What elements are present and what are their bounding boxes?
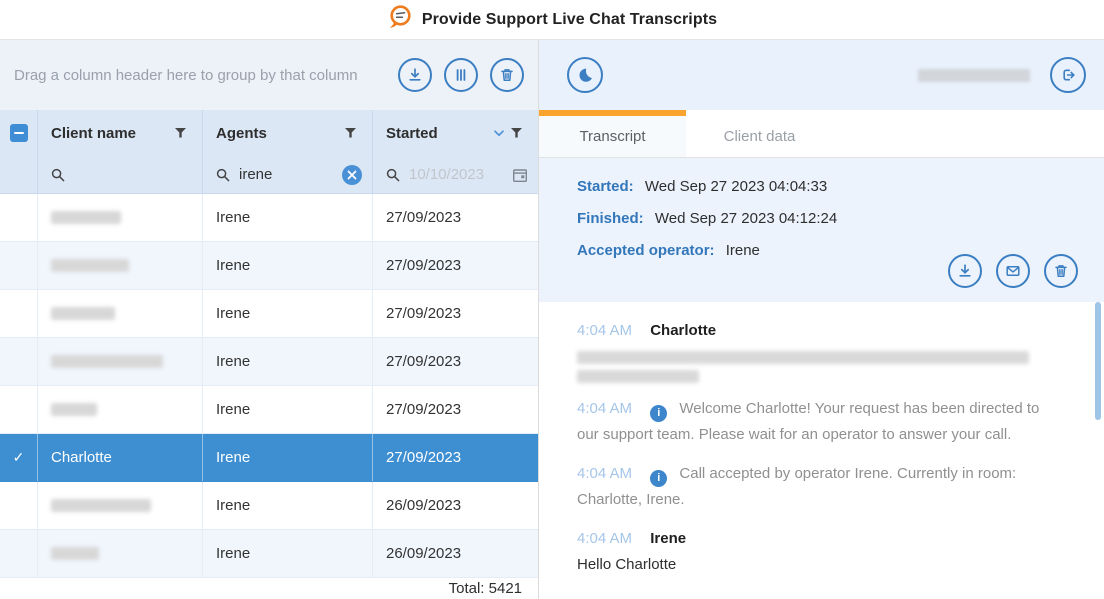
redacted-username — [918, 68, 1030, 82]
started-label: Started: — [577, 178, 634, 195]
table-row[interactable]: Irene 27/09/2023 — [0, 194, 538, 242]
column-header-client-name[interactable]: Client name — [37, 110, 202, 156]
finished-value: Wed Sep 27 2023 04:12:24 — [654, 210, 838, 227]
info-icon: i — [650, 404, 668, 422]
provide-support-logo-icon — [387, 4, 413, 35]
accepted-operator-value: Irene — [725, 242, 760, 259]
delete-button[interactable] — [490, 58, 524, 92]
trash-icon — [1055, 265, 1067, 277]
started-value: Wed Sep 27 2023 04:04:33 — [644, 178, 828, 195]
finished-label: Finished: — [577, 210, 644, 227]
total-count: Total: 5421 — [448, 580, 522, 597]
message-time: 4:04 AM — [577, 322, 633, 339]
transcripts-grid: Drag a column header here to group by th… — [0, 40, 539, 599]
calendar-picker-button[interactable] — [512, 167, 528, 183]
row-selected-check-icon: ✓ — [12, 449, 25, 465]
system-message: 4:04 AM i Welcome Charlotte! Your reques… — [577, 396, 1040, 448]
column-chooser-button[interactable] — [444, 58, 478, 92]
table-row[interactable]: Irene 27/09/2023 — [0, 386, 538, 434]
redacted-client-name — [51, 403, 97, 416]
accepted-operator-label: Accepted operator: — [577, 242, 715, 259]
chat-transcript: 4:04 AM Charlotte 4:04 AM i Welcome Char… — [539, 302, 1104, 599]
chat-scrollbar-thumb[interactable] — [1095, 302, 1101, 420]
sort-desc-icon — [494, 129, 504, 136]
filter-icon[interactable] — [345, 128, 356, 138]
calendar-icon — [513, 168, 528, 182]
tab-client-data[interactable]: Client data — [686, 110, 833, 157]
message-text: Hello Charlotte — [577, 556, 677, 573]
filter-icon[interactable] — [175, 128, 186, 138]
grid-filter-row — [0, 156, 538, 194]
select-all-checkbox[interactable] — [9, 124, 28, 142]
dark-mode-toggle-button[interactable] — [567, 57, 603, 93]
email-transcript-button[interactable] — [996, 254, 1030, 288]
agents-filter-input[interactable] — [239, 166, 323, 183]
grid-header-row: Client name Agents — [0, 110, 538, 156]
started-date-filter-input[interactable] — [409, 166, 493, 183]
mail-icon — [1006, 266, 1020, 276]
redacted-client-name — [51, 355, 163, 368]
logout-button[interactable] — [1050, 57, 1086, 93]
redacted-client-name — [51, 499, 151, 512]
system-message: 4:04 AM i Call accepted by operator Iren… — [577, 461, 1040, 513]
filter-icon[interactable] — [511, 128, 522, 138]
chat-message: 4:04 AM Charlotte — [577, 318, 1040, 383]
table-row[interactable]: Irene 27/09/2023 — [0, 242, 538, 290]
system-message-text: Call accepted by operator Irene. Current… — [577, 465, 1017, 508]
moon-icon — [579, 68, 592, 82]
table-row[interactable]: Irene 27/09/2023 — [0, 338, 538, 386]
redacted-client-name — [51, 547, 99, 560]
logout-icon — [1063, 69, 1075, 81]
column-header-agents[interactable]: Agents — [202, 110, 372, 156]
table-row[interactable]: Irene 27/09/2023 — [0, 290, 538, 338]
search-icon — [51, 168, 65, 181]
search-icon — [386, 168, 400, 181]
message-time: 4:04 AM — [577, 465, 633, 482]
redacted-message-text — [577, 351, 1029, 364]
close-icon — [347, 170, 357, 179]
select-all-cell — [0, 110, 37, 156]
message-author: Charlotte — [650, 322, 717, 339]
search-icon — [216, 168, 230, 181]
download-icon — [959, 264, 971, 277]
trash-icon — [501, 69, 513, 81]
redacted-client-name — [51, 259, 129, 272]
transcript-meta: Started: Wed Sep 27 2023 04:04:33 Finish… — [539, 158, 1104, 302]
info-icon: i — [650, 469, 668, 487]
redacted-client-name — [51, 211, 121, 224]
app-header: Provide Support Live Chat Transcripts — [0, 0, 1104, 40]
panel-toolbar — [539, 40, 1104, 110]
system-message-text: Welcome Charlotte! Your request has been… — [577, 400, 1040, 443]
transcript-panel: Transcript Client data Started: Wed Sep … — [539, 40, 1104, 599]
redacted-client-name — [51, 307, 115, 320]
chat-message: 4:04 AM Irene Hello Charlotte — [577, 526, 1040, 578]
client-name-filter-cell — [37, 156, 202, 193]
delete-transcript-button[interactable] — [1044, 254, 1078, 288]
export-download-button[interactable] — [398, 58, 432, 92]
table-row[interactable]: Irene 26/09/2023 — [0, 482, 538, 530]
table-row[interactable]: Irene 26/09/2023 — [0, 530, 538, 578]
message-time: 4:04 AM — [577, 400, 633, 417]
grid-body: Irene 27/09/2023 Irene 27/09/2023 Irene … — [0, 194, 538, 578]
tab-transcript[interactable]: Transcript — [539, 110, 686, 157]
started-filter-cell — [372, 156, 538, 193]
table-row-selected[interactable]: ✓ Charlotte Irene 27/09/2023 — [0, 434, 538, 482]
grid-footer: Total: 5421 — [0, 578, 538, 599]
download-transcript-button[interactable] — [948, 254, 982, 288]
client-name-filter-input[interactable] — [74, 166, 158, 183]
message-author: Irene — [650, 530, 687, 547]
page-title: Provide Support Live Chat Transcripts — [421, 10, 718, 28]
column-header-started[interactable]: Started — [372, 110, 538, 156]
message-time: 4:04 AM — [577, 530, 633, 547]
download-icon — [409, 68, 421, 81]
columns-icon — [456, 69, 466, 81]
grid-toolbar: Drag a column header here to group by th… — [0, 40, 538, 110]
redacted-message-text — [577, 370, 699, 383]
panel-tabs: Transcript Client data — [539, 110, 1104, 158]
group-by-hint: Drag a column header here to group by th… — [14, 66, 358, 84]
clear-filter-button[interactable] — [342, 164, 362, 185]
agents-filter-cell — [202, 156, 372, 193]
